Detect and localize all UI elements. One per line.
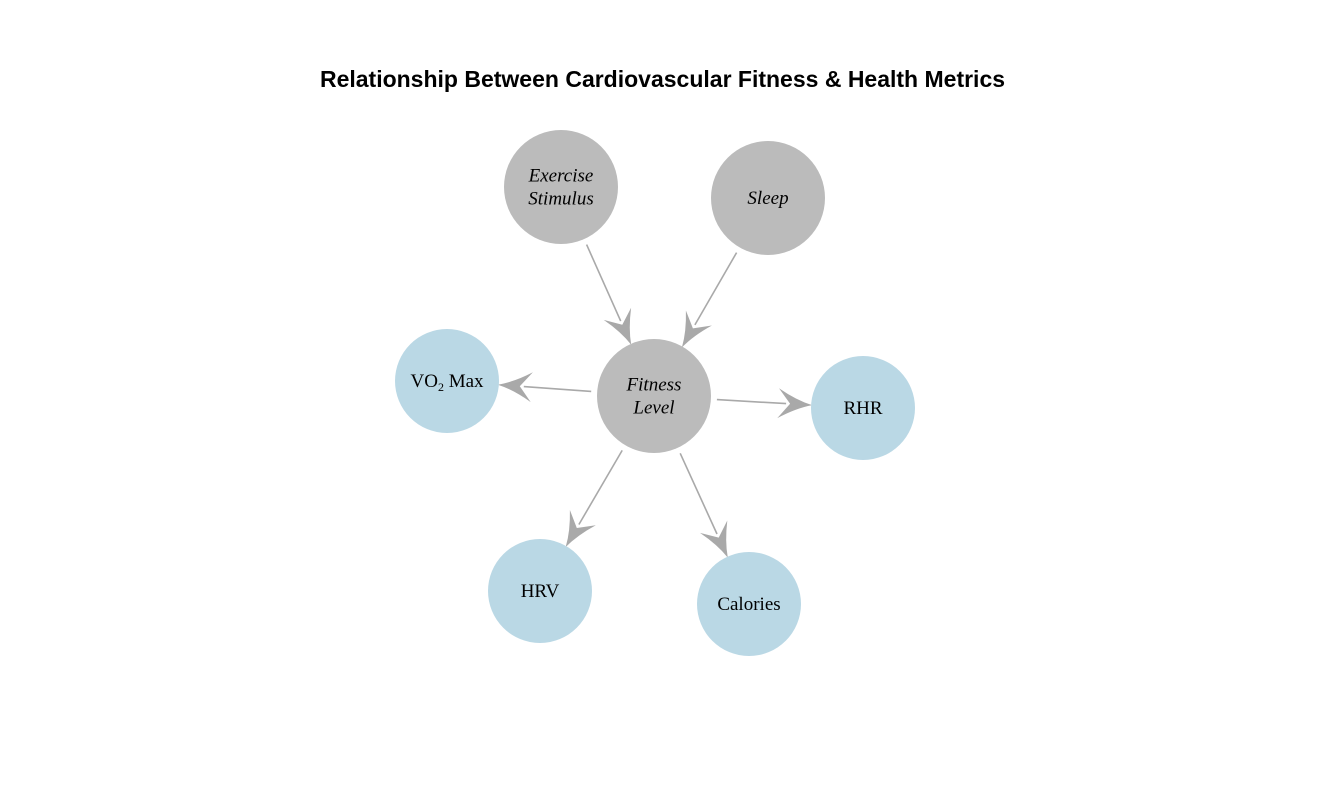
edges-layer — [497, 244, 813, 558]
label-line: Stimulus — [528, 189, 593, 210]
edge-sleep-to-fitness — [681, 252, 738, 348]
nodes-layer: Exercise Stimulus Sleep Fitness Level VO2 Max… — [395, 130, 915, 656]
node-hrv: HRV — [488, 539, 592, 643]
label-main: VO — [410, 371, 437, 392]
edge-fitness-to-calories — [679, 452, 728, 558]
node-sleep: Sleep — [711, 141, 825, 255]
edge-line — [679, 452, 718, 535]
label-line: Fitness — [626, 375, 682, 396]
label-line: Sleep — [747, 188, 788, 209]
node-fitness-level-label: Fitness Level — [626, 375, 682, 419]
node-fitness-level-circle — [597, 339, 711, 453]
label-line: Level — [632, 398, 674, 419]
node-exercise-stimulus-circle — [504, 130, 618, 244]
node-sleep-circle — [711, 141, 825, 255]
diagram-title: Relationship Between Cardiovascular Fitn… — [319, 66, 1006, 92]
node-vo2-max: VO2 Max — [395, 329, 499, 433]
label-subscript: 2 — [438, 380, 444, 394]
node-hrv-circle — [488, 539, 592, 643]
node-hrv-label: HRV — [521, 581, 560, 602]
arrowhead — [603, 307, 632, 345]
node-vo2-max-circle — [395, 329, 499, 433]
arrowhead — [497, 372, 533, 403]
node-exercise-stimulus: Exercise Stimulus — [504, 130, 618, 244]
edge-line — [578, 449, 623, 525]
arrowhead — [777, 388, 813, 419]
edge-line — [694, 252, 738, 326]
label-line: Exercise — [528, 166, 594, 187]
label-line: HRV — [521, 581, 560, 602]
node-vo2-max-label: VO2 Max — [410, 371, 484, 394]
edge-line — [523, 385, 592, 393]
node-rhr: RHR — [811, 356, 915, 460]
node-exercise-stimulus-label: Exercise Stimulus — [528, 166, 594, 210]
node-calories-circle — [697, 552, 801, 656]
arrowhead — [681, 310, 712, 348]
label-line: Calories — [717, 594, 780, 615]
arrowhead — [700, 520, 728, 558]
edge-line — [585, 244, 622, 322]
node-rhr-circle — [811, 356, 915, 460]
label-line: RHR — [843, 398, 882, 419]
node-calories-label: Calories — [717, 594, 780, 615]
edge-fitness-to-hrv — [565, 449, 623, 547]
edge-fitness-to-rhr — [716, 388, 813, 419]
node-rhr-label: RHR — [843, 398, 882, 419]
node-fitness-level: Fitness Level — [597, 339, 711, 453]
edge-line — [716, 398, 787, 405]
arrowhead — [565, 510, 596, 547]
edge-fitness-to-vo2 — [497, 372, 592, 403]
node-calories: Calories — [697, 552, 801, 656]
label-tail: Max — [444, 371, 484, 392]
edge-exercise-to-fitness — [585, 244, 632, 345]
node-sleep-label: Sleep — [747, 188, 788, 209]
